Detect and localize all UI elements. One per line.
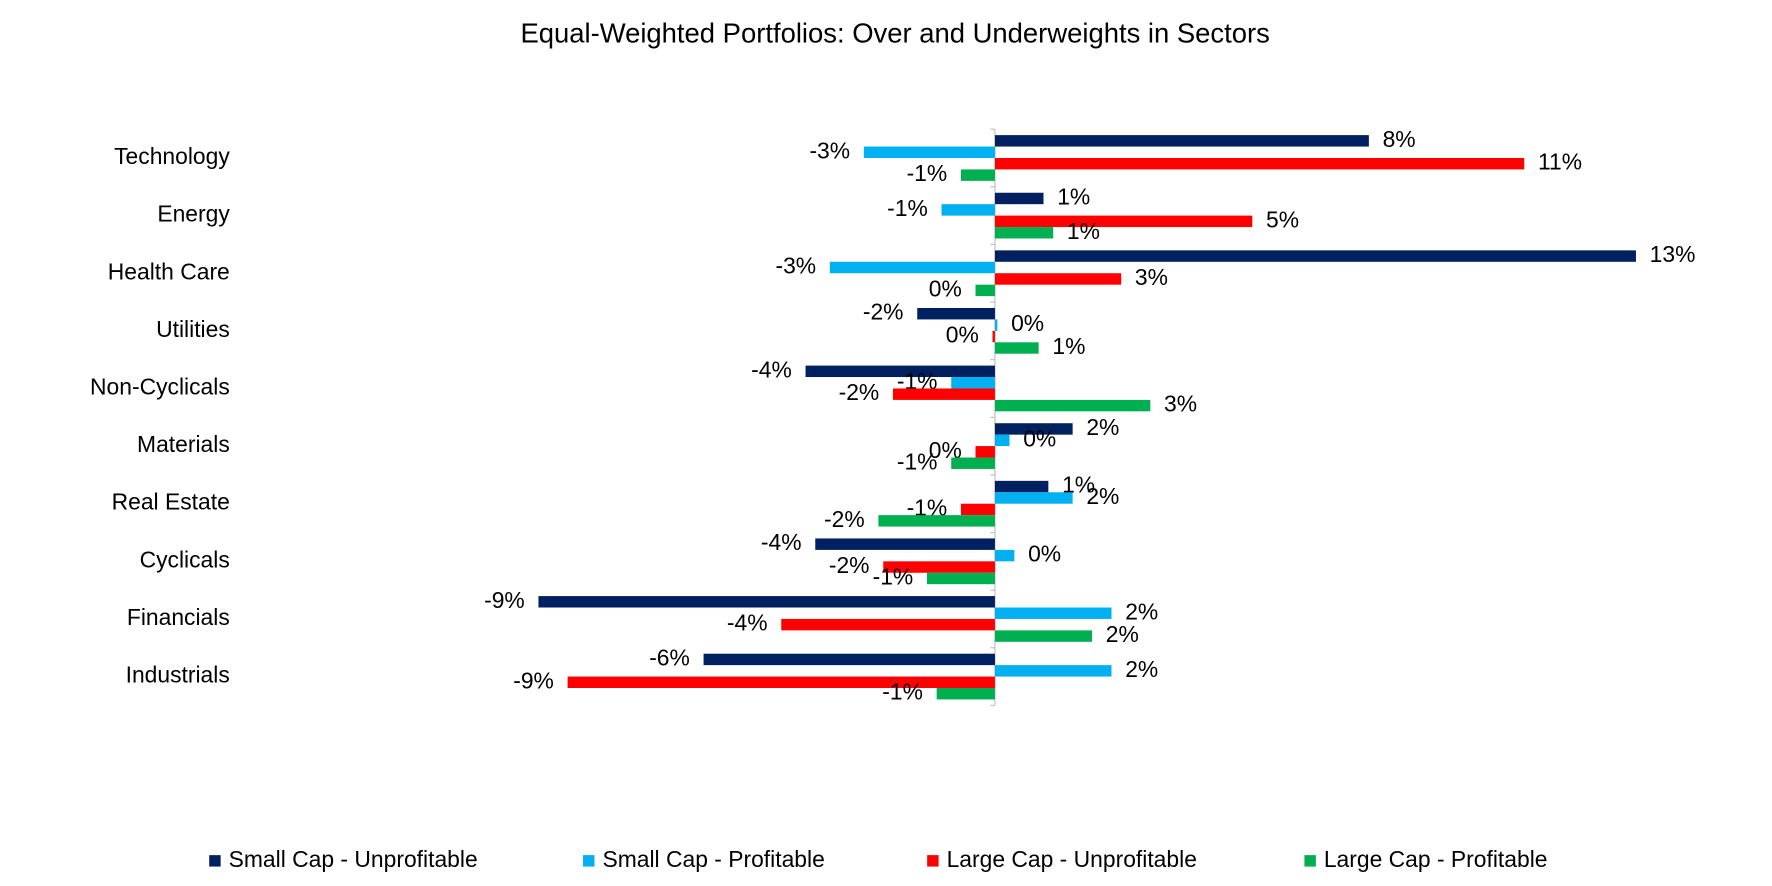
bar [994, 630, 1093, 642]
data-label: -4% [761, 529, 802, 555]
bar [994, 342, 1039, 354]
bar [892, 388, 995, 400]
category-label: Technology [114, 143, 230, 169]
data-label: 0% [946, 322, 979, 348]
data-label: 0% [1011, 310, 1044, 336]
data-label: -9% [513, 667, 554, 693]
bar [815, 538, 995, 550]
data-label: -4% [751, 356, 792, 382]
data-label: 2% [1086, 483, 1119, 509]
data-label: 2% [1125, 656, 1158, 682]
data-label: 1% [1052, 333, 1085, 359]
bar [703, 653, 995, 666]
data-label: -1% [882, 679, 923, 705]
bar [926, 572, 995, 585]
bar [975, 284, 995, 297]
bar [994, 399, 1151, 412]
data-label: 0% [1028, 541, 1061, 567]
bar [994, 227, 1054, 239]
data-label: 3% [1164, 391, 1197, 417]
data-label: 2% [1125, 598, 1158, 624]
bar [994, 549, 1015, 562]
data-label: 13% [1650, 241, 1696, 267]
bar [994, 480, 1049, 493]
data-label: -3% [775, 253, 816, 279]
category-label: Cyclicals [140, 546, 230, 572]
category-label: Real Estate [112, 489, 230, 515]
bar [829, 261, 995, 274]
category-label: Energy [157, 201, 230, 227]
bar [805, 365, 995, 378]
bar [941, 204, 995, 216]
bar [567, 676, 995, 688]
bar [994, 157, 1525, 170]
data-label: 0% [1023, 425, 1056, 451]
category-label: Materials [137, 431, 230, 457]
legend-label: Small Cap - Unprofitable [229, 846, 478, 872]
data-label: -2% [863, 299, 904, 325]
bar [960, 169, 995, 181]
bar [917, 307, 995, 320]
bar [883, 561, 995, 573]
data-label: 8% [1383, 126, 1416, 152]
bar [538, 596, 995, 608]
bar [992, 330, 995, 343]
bar [936, 687, 995, 700]
bar [863, 146, 995, 158]
data-label: -2% [824, 506, 865, 532]
data-label: -4% [727, 610, 768, 636]
bar [878, 515, 995, 527]
legend-label: Large Cap - Profitable [1324, 846, 1548, 872]
data-label: 1% [1057, 183, 1090, 209]
legend-swatch [927, 855, 939, 867]
data-label: 1% [1067, 218, 1100, 244]
bar [994, 250, 1636, 262]
category-label: Utilities [156, 316, 230, 342]
bar [975, 446, 995, 458]
data-label: -2% [839, 379, 880, 405]
bar [994, 607, 1112, 619]
category-label: Financials [127, 604, 230, 630]
data-label: 2% [1106, 621, 1139, 647]
bar [951, 457, 995, 469]
bar [994, 215, 1253, 228]
data-label: -1% [897, 448, 938, 474]
bar [994, 423, 1073, 435]
data-label: 11% [1538, 149, 1582, 175]
data-label: 0% [929, 275, 962, 301]
category-label: Non-Cyclicals [90, 373, 230, 399]
data-label: -1% [887, 195, 928, 221]
legend-label: Small Cap - Profitable [602, 846, 824, 872]
bar [994, 273, 1122, 285]
legend-swatch [1304, 855, 1316, 867]
legend-swatch [209, 855, 221, 867]
bar [994, 665, 1112, 677]
bar [994, 192, 1044, 205]
data-label: -1% [907, 160, 948, 186]
bar [994, 434, 1010, 447]
bar [994, 492, 1073, 504]
bar [960, 503, 995, 516]
data-label: 2% [1086, 414, 1119, 440]
category-label: Industrials [126, 662, 230, 688]
legend-label: Large Cap - Unprofitable [947, 846, 1197, 872]
data-label: -6% [649, 644, 690, 670]
data-label: -1% [873, 564, 914, 590]
data-label: -3% [809, 137, 850, 163]
legend-swatch [583, 855, 595, 867]
data-label: -2% [829, 552, 870, 578]
data-label: 5% [1266, 206, 1299, 232]
data-label: -9% [484, 587, 525, 613]
bar [994, 135, 1369, 147]
bar [951, 377, 995, 389]
data-label: 3% [1135, 264, 1168, 290]
bar [781, 618, 995, 631]
chart-title: Equal-Weighted Portfolios: Over and Unde… [520, 18, 1269, 49]
category-label: Health Care [108, 258, 230, 284]
bar [994, 319, 998, 331]
